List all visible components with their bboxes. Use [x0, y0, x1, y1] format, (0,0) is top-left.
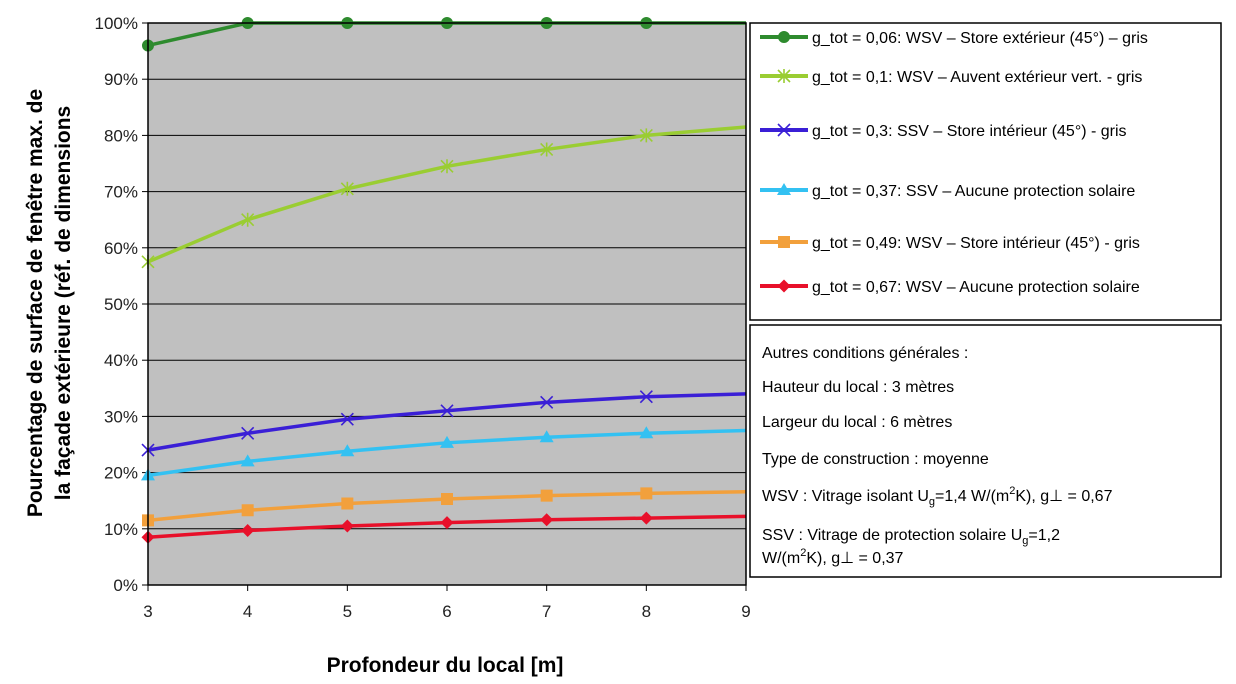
- y-tick-label: 60%: [104, 239, 138, 258]
- data-point: [241, 426, 255, 440]
- notes-room-height: Hauteur du local : 3 mètres: [762, 379, 954, 396]
- data-point: [241, 523, 255, 537]
- y-axis-title-line2: la façade extérieure (réf. de dimensions: [52, 106, 75, 501]
- legend-label: g_tot = 0,49: WSV – Store intérieur (45°…: [812, 235, 1140, 252]
- data-point: [639, 426, 654, 439]
- series-6: [141, 511, 747, 544]
- data-point: [540, 489, 553, 502]
- legend-item: g_tot = 0,67: WSV – Aucune protection so…: [760, 279, 1140, 296]
- plot-frame: [147, 22, 747, 586]
- notes: Autres conditions générales : Hauteur du…: [762, 345, 1113, 567]
- legend-label: g_tot = 0,06: WSV – Store extérieur (45°…: [812, 30, 1148, 47]
- notes-ssv-line2: W/(m2K), g⊥ = 0,37: [762, 547, 904, 567]
- notes-wsv-line: WSV : Vitrage isolant Ug=1,4 W/(m2K), g⊥…: [762, 485, 1113, 508]
- data-point: [340, 444, 355, 457]
- data-point: [441, 493, 453, 506]
- notes-ssv-line1: SSV : Vitrage de protection solaire Ug=1…: [762, 527, 1060, 547]
- legend-swatch-marker: [777, 123, 791, 137]
- data-point: [540, 513, 554, 527]
- y-tick-label: 80%: [104, 126, 138, 145]
- data-point: [440, 404, 454, 418]
- legend-box: [749, 22, 1222, 321]
- data-point: [340, 412, 354, 426]
- data-point: [639, 128, 653, 143]
- y-tick-label: 50%: [104, 295, 138, 314]
- x-axis-title: Profondeur du local [m]: [327, 654, 564, 677]
- legend-label: g_tot = 0,3: SSV – Store intérieur (45°)…: [812, 123, 1127, 140]
- data-point: [539, 430, 554, 443]
- y-tick-labels: 0% 10% 20% 30% 40% 50% 60% 70% 80% 90% 100%: [95, 14, 138, 595]
- legend-swatch-marker: [777, 69, 791, 83]
- notes-construction-type: Type de construction : moyenne: [762, 451, 989, 468]
- y-tick-label: 40%: [104, 351, 138, 370]
- data-point: [640, 487, 653, 500]
- legend-item: g_tot = 0,1: WSV – Auvent extérieur vert…: [760, 69, 1142, 86]
- legend-label: g_tot = 0,67: WSV – Aucune protection so…: [812, 279, 1140, 296]
- x-tick-label: 8: [642, 602, 651, 621]
- legend-swatch-marker: [778, 236, 790, 248]
- legend: g_tot = 0,06: WSV – Store extérieur (45°…: [760, 30, 1148, 296]
- x-tick-label: 7: [542, 602, 551, 621]
- legend-swatch-marker: [777, 279, 791, 293]
- y-axis-title-line1: Pourcentage de surface de fenêtre max. d…: [24, 89, 47, 517]
- data-point: [639, 511, 653, 525]
- y-tick-label: 10%: [104, 520, 138, 539]
- series-5: [142, 487, 747, 527]
- data-point: [341, 497, 354, 510]
- x-tick-label: 6: [442, 602, 451, 621]
- x-tick-label: 9: [741, 602, 750, 621]
- y-tick-label: 0%: [113, 576, 138, 595]
- legend-item: g_tot = 0,37: SSV – Aucune protection so…: [760, 183, 1135, 200]
- y-tick-label: 100%: [95, 14, 138, 33]
- legend-item: g_tot = 0,49: WSV – Store intérieur (45°…: [760, 235, 1140, 252]
- x-tick-label: 3: [143, 602, 152, 621]
- legend-swatch-marker: [777, 183, 791, 195]
- notes-title: Autres conditions générales :: [762, 345, 968, 362]
- y-tick-label: 70%: [104, 183, 138, 202]
- data-point: [440, 159, 454, 174]
- legend-label: g_tot = 0,1: WSV – Auvent extérieur vert…: [812, 69, 1142, 86]
- y-tick-label: 20%: [104, 464, 138, 483]
- notes-box: [749, 324, 1222, 578]
- data-point: [440, 435, 454, 448]
- data-point: [540, 395, 554, 409]
- data-point: [340, 519, 354, 533]
- x-tick-labels: 3 4 5 6 7 8 9: [143, 602, 750, 621]
- data-point: [639, 390, 653, 404]
- legend-label: g_tot = 0,37: SSV – Aucune protection so…: [812, 183, 1135, 200]
- y-tick-label: 30%: [104, 407, 138, 426]
- data-point: [241, 212, 255, 227]
- legend-item: g_tot = 0,06: WSV – Store extérieur (45°…: [760, 30, 1148, 47]
- data-point: [241, 504, 254, 517]
- x-tick-label: 4: [243, 602, 252, 621]
- series-2: [141, 125, 747, 269]
- legend-swatch-marker: [778, 31, 790, 43]
- data-point: [540, 142, 554, 157]
- y-tick-label: 90%: [104, 70, 138, 89]
- x-tick-label: 5: [343, 602, 352, 621]
- data-point: [240, 454, 255, 467]
- data-point: [340, 181, 354, 196]
- notes-room-width: Largeur du local : 6 mètres: [762, 414, 952, 431]
- legend-item: g_tot = 0,3: SSV – Store intérieur (45°)…: [760, 123, 1127, 140]
- data-point: [440, 516, 454, 530]
